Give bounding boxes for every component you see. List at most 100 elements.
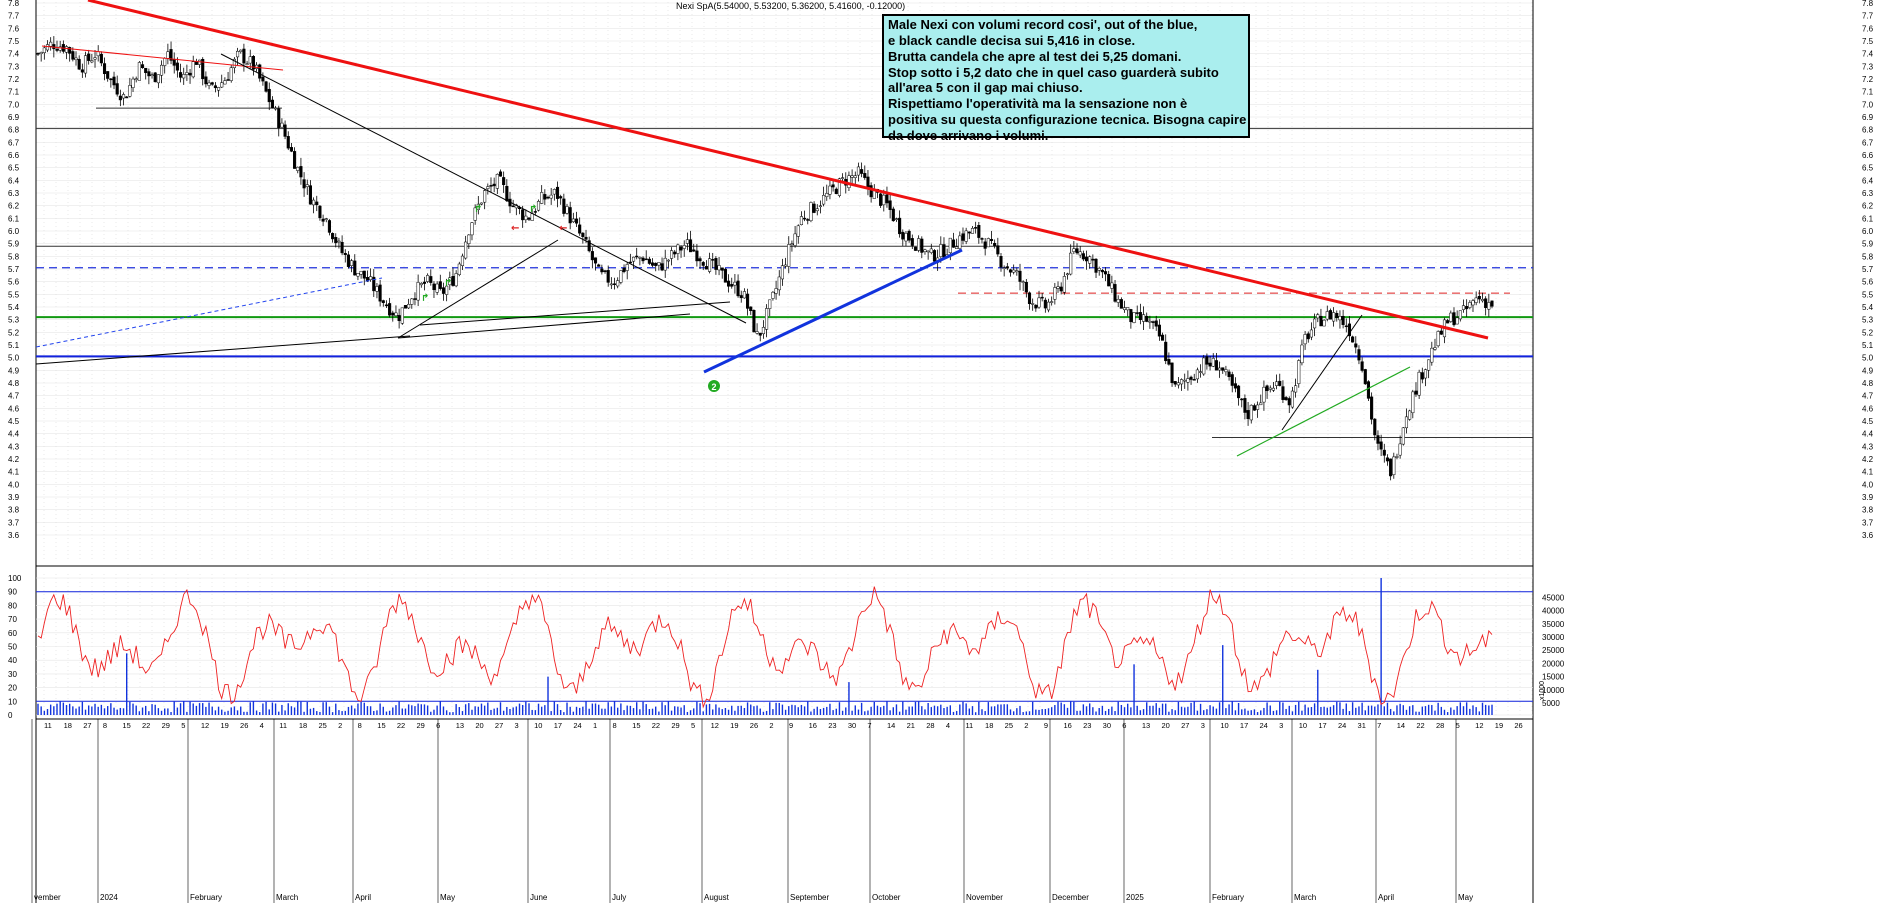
candle-body bbox=[1256, 404, 1260, 410]
candle-body bbox=[486, 186, 490, 189]
candle-body bbox=[1287, 398, 1291, 406]
candle-body bbox=[1284, 397, 1288, 401]
candle-body bbox=[1281, 386, 1285, 400]
candle-body bbox=[1370, 396, 1374, 420]
x-day-label: 15 bbox=[632, 721, 640, 730]
volume-tick-label: 35000 bbox=[1542, 620, 1565, 629]
candle-body bbox=[299, 166, 303, 178]
x-day-label: 11 bbox=[965, 721, 973, 730]
candle-body bbox=[1338, 316, 1342, 321]
candle-body bbox=[1423, 369, 1428, 379]
price-tick-label: 4.1 bbox=[8, 468, 20, 477]
price-tick-label: 6.9 bbox=[1862, 113, 1874, 122]
candle-body bbox=[815, 208, 819, 212]
price-tick-label: 4.5 bbox=[8, 417, 20, 426]
candle-body bbox=[403, 305, 408, 309]
trendline-black bbox=[419, 301, 731, 326]
price-tick-label: 5.9 bbox=[8, 240, 20, 249]
price-tick-label: 6.7 bbox=[8, 138, 20, 147]
candle-body bbox=[1265, 385, 1269, 392]
price-tick-label: 4.8 bbox=[8, 379, 20, 388]
candle-body bbox=[156, 74, 160, 84]
price-tick-label: 6.6 bbox=[1862, 151, 1874, 160]
trendline-red bbox=[87, 0, 1489, 340]
candle-body bbox=[1262, 386, 1266, 403]
candle-body bbox=[1294, 385, 1298, 393]
candle-body bbox=[999, 256, 1003, 268]
candle-body bbox=[993, 242, 997, 246]
x-day-label: 7 bbox=[867, 721, 871, 730]
candle-body bbox=[1008, 269, 1013, 273]
x-day-label: 26 bbox=[750, 721, 758, 730]
candle-body bbox=[375, 286, 379, 292]
candle-body bbox=[1325, 311, 1329, 320]
candle-body bbox=[812, 203, 816, 213]
x-day-label: 2 bbox=[1024, 721, 1028, 730]
price-tick-label: 6.2 bbox=[1862, 202, 1874, 211]
candle-body bbox=[1192, 379, 1196, 381]
osc-tick-label: 20 bbox=[8, 684, 17, 693]
x-month-label: February bbox=[190, 893, 222, 902]
candle-body bbox=[1059, 286, 1063, 292]
candle-body bbox=[1208, 362, 1212, 367]
x-day-label: 18 bbox=[985, 721, 993, 730]
candle-body bbox=[1024, 281, 1028, 293]
price-tick-label: 5.4 bbox=[1862, 303, 1874, 312]
candle-body bbox=[58, 46, 62, 51]
candle-body bbox=[1056, 286, 1060, 289]
candle-body bbox=[441, 287, 446, 294]
price-tick-label: 4.2 bbox=[8, 455, 20, 464]
candle-body bbox=[752, 310, 756, 333]
x-day-label: 17 bbox=[1240, 721, 1248, 730]
candle-body bbox=[251, 56, 255, 70]
price-tick-label: 4.2 bbox=[1862, 455, 1874, 464]
x-day-label: 14 bbox=[887, 721, 895, 730]
x-day-label: 3 bbox=[1201, 721, 1205, 730]
price-tick-label: 6.5 bbox=[1862, 164, 1874, 173]
osc-tick-label: 50 bbox=[8, 643, 17, 652]
candle-body bbox=[698, 258, 702, 262]
candle-body bbox=[1417, 371, 1421, 396]
candle-body bbox=[685, 239, 689, 244]
candle-body bbox=[369, 276, 373, 281]
annotation-line: positiva su questa configurazione tecnic… bbox=[888, 112, 1247, 128]
candle-body bbox=[913, 246, 918, 251]
candle-body bbox=[1297, 360, 1301, 384]
candle-body bbox=[118, 95, 122, 101]
candle-body bbox=[882, 194, 886, 206]
x-day-label: 26 bbox=[1514, 721, 1522, 730]
candle-body bbox=[593, 257, 598, 264]
x-month-label: August bbox=[704, 893, 730, 902]
candle-body bbox=[1097, 267, 1101, 271]
candle-body bbox=[771, 291, 775, 299]
price-axis-right: 3.6 3.7 3.8 3.9 4.0 4.1 4.2 4.3 4.4 4.5 4.6 4.7 4.8 4… bbox=[1862, 0, 1874, 540]
candle-body bbox=[1034, 304, 1038, 309]
candle-body bbox=[1161, 334, 1165, 341]
trendline-black bbox=[397, 239, 559, 339]
candle-body bbox=[445, 285, 449, 295]
price-tick-label: 5.6 bbox=[1862, 278, 1874, 287]
candle-body bbox=[201, 59, 205, 80]
candle-body bbox=[1148, 320, 1152, 323]
marker-circle bbox=[708, 380, 720, 392]
candle-body bbox=[1465, 306, 1469, 310]
price-tick-label: 7.2 bbox=[8, 75, 20, 84]
volume-scale-label: x1000 bbox=[1539, 681, 1546, 700]
candle-body bbox=[280, 122, 284, 128]
candle-body bbox=[977, 225, 981, 238]
candle-body bbox=[733, 281, 737, 286]
candle-body bbox=[426, 275, 430, 282]
price-tick-label: 5.1 bbox=[8, 341, 20, 350]
candle-body bbox=[654, 262, 658, 266]
candle-body bbox=[1122, 307, 1127, 311]
candle-body bbox=[1091, 258, 1095, 261]
candle-body bbox=[793, 233, 797, 246]
candle-body bbox=[1376, 435, 1380, 444]
candle-body bbox=[1319, 315, 1323, 327]
candle-body bbox=[524, 215, 528, 221]
candle-body bbox=[955, 246, 959, 249]
candle-body bbox=[429, 276, 433, 283]
candle-body bbox=[894, 218, 899, 220]
candle-body bbox=[172, 59, 176, 66]
candle-body bbox=[600, 268, 604, 273]
